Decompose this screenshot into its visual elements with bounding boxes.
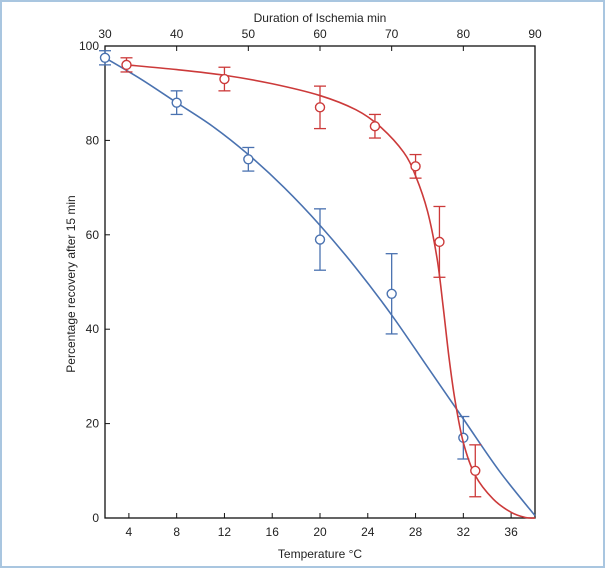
data-point [171, 97, 182, 108]
x-bottom-tick-label: 32 [457, 525, 471, 539]
data-point [243, 154, 254, 165]
data-point [99, 52, 111, 63]
x-bottom-tick-label: 24 [361, 525, 375, 539]
x-bottom-tick-label: 8 [173, 525, 180, 539]
fit-curve [126, 64, 536, 519]
bottom-axis-label: Temperature °C [278, 547, 362, 561]
x-top-tick-label: 70 [385, 27, 399, 41]
data-point [410, 161, 421, 172]
x-bottom-tick-label: 16 [266, 525, 280, 539]
x-top-tick-label: 30 [98, 27, 112, 41]
data-point [314, 102, 326, 113]
x-bottom-tick-label: 36 [504, 525, 518, 539]
x-top-tick-label: 50 [242, 27, 256, 41]
data-point [470, 465, 481, 476]
x-bottom-tick-label: 20 [313, 525, 327, 539]
x-top-tick-label: 90 [528, 27, 542, 41]
data-point [219, 73, 230, 85]
y-tick-label: 20 [86, 417, 100, 431]
y-tick-label: 80 [86, 133, 100, 147]
y-tick-label: 100 [79, 39, 99, 53]
series-red [120, 57, 536, 519]
top-axis-label: Duration of Ischemia min [254, 11, 387, 25]
x-top-tick-label: 40 [170, 27, 184, 41]
data-point [369, 121, 381, 132]
x-top-tick-label: 80 [457, 27, 471, 41]
y-tick-label: 40 [86, 322, 100, 336]
x-bottom-tick-label: 4 [126, 525, 133, 539]
series-blue [99, 50, 536, 517]
y-tick-label: 60 [86, 228, 100, 242]
data-point [121, 59, 132, 71]
y-tick-label: 0 [92, 511, 99, 525]
data-point [386, 288, 397, 299]
x-bottom-tick-label: 28 [409, 525, 423, 539]
data-point [314, 234, 326, 245]
y-axis-label: Percentage recovery after 15 min [64, 195, 78, 372]
data-point [434, 236, 445, 248]
x-top-tick-label: 60 [313, 27, 327, 41]
x-bottom-tick-label: 12 [218, 525, 232, 539]
